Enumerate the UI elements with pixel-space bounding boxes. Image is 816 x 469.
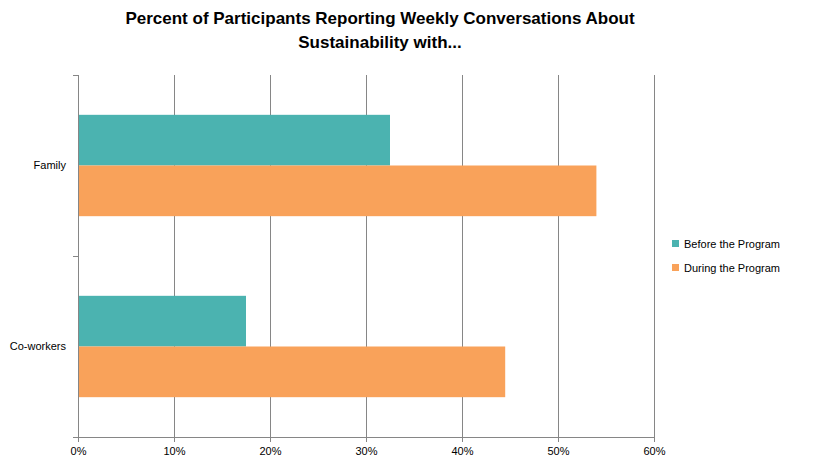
y-tick-label: Co-workers — [10, 340, 67, 352]
x-tick-mark — [558, 437, 559, 442]
x-tick: 40% — [451, 437, 473, 457]
x-tick-label: 10% — [163, 445, 185, 457]
y-axis-line — [78, 76, 79, 438]
category-divider — [73, 437, 78, 438]
chart: Percent of Participants Reporting Weekly… — [0, 0, 816, 469]
legend-label: During the Program — [684, 262, 780, 274]
y-axis: Family Co-workers — [10, 76, 79, 438]
x-tick-mark — [78, 437, 79, 442]
title: Percent of Participants Reporting Weekly… — [125, 9, 634, 52]
x-tick-label: 60% — [643, 445, 665, 457]
x-tick: 0% — [71, 437, 87, 457]
legend: Before the Program During the Program — [672, 238, 780, 274]
bar — [78, 296, 246, 347]
x-tick-mark — [654, 437, 655, 442]
x-tick-mark — [462, 437, 463, 442]
x-tick-label: 40% — [451, 445, 473, 457]
legend-swatch — [672, 264, 679, 271]
x-tick: 20% — [259, 437, 281, 457]
grid — [78, 75, 654, 437]
y-tick: Co-workers — [10, 340, 78, 352]
title-line: Percent of Participants Reporting Weekly… — [125, 9, 634, 28]
category-divider — [73, 256, 78, 257]
x-tick-mark — [174, 437, 175, 442]
x-axis: 0% 10% 20% 30% 40% 50% 60% — [71, 437, 666, 457]
grid-line — [558, 75, 559, 437]
x-tick-label: 20% — [259, 445, 281, 457]
bar — [78, 115, 390, 166]
bars — [78, 115, 596, 397]
x-tick: 10% — [163, 437, 185, 457]
title-line: Sustainability with... — [298, 33, 461, 52]
legend-label: Before the Program — [684, 238, 780, 250]
x-tick-mark — [366, 437, 367, 442]
bar — [78, 347, 505, 398]
x-tick-label: 30% — [355, 445, 377, 457]
x-tick: 30% — [355, 437, 377, 457]
y-tick-label: Family — [34, 159, 67, 171]
x-tick: 50% — [547, 437, 569, 457]
y-tick: Family — [34, 159, 78, 171]
x-tick-label: 50% — [547, 445, 569, 457]
legend-swatch — [672, 240, 679, 247]
x-tick: 60% — [643, 437, 665, 457]
category-divider — [73, 75, 78, 76]
bar — [78, 166, 596, 217]
x-tick-mark — [270, 437, 271, 442]
x-tick-label: 0% — [71, 445, 87, 457]
grid-line — [654, 75, 655, 437]
